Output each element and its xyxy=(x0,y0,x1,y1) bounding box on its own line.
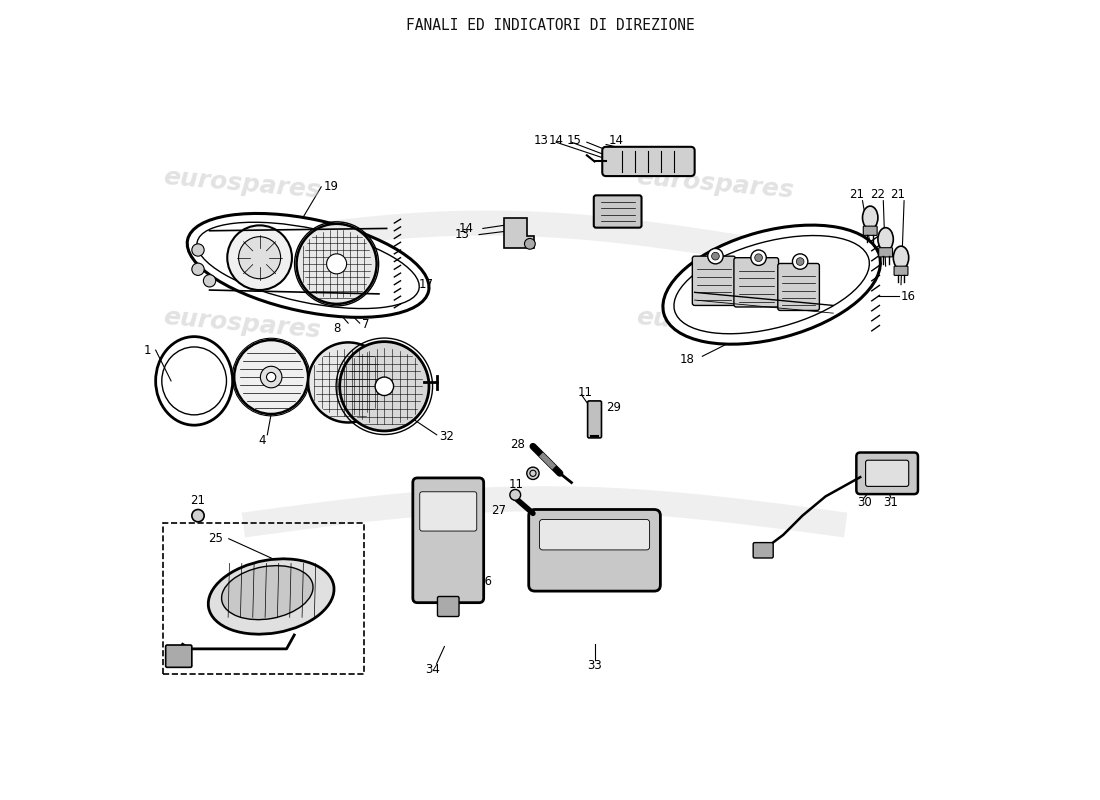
Circle shape xyxy=(234,340,308,414)
Circle shape xyxy=(308,342,388,422)
Text: 25: 25 xyxy=(208,532,222,546)
Circle shape xyxy=(796,258,804,266)
FancyBboxPatch shape xyxy=(539,519,650,550)
FancyBboxPatch shape xyxy=(529,510,660,591)
Text: 11: 11 xyxy=(578,386,593,399)
FancyBboxPatch shape xyxy=(412,478,484,602)
Text: 21: 21 xyxy=(190,494,206,506)
Text: eurospares: eurospares xyxy=(635,165,795,203)
Circle shape xyxy=(527,467,539,479)
Circle shape xyxy=(191,263,205,275)
Circle shape xyxy=(261,366,282,388)
Text: 11: 11 xyxy=(508,478,524,491)
FancyBboxPatch shape xyxy=(778,263,820,310)
FancyBboxPatch shape xyxy=(866,460,909,486)
FancyBboxPatch shape xyxy=(894,266,908,275)
FancyBboxPatch shape xyxy=(754,542,773,558)
Circle shape xyxy=(191,510,205,522)
Circle shape xyxy=(509,490,520,500)
Text: 22: 22 xyxy=(870,188,884,201)
Text: 18: 18 xyxy=(680,353,695,366)
Text: 14: 14 xyxy=(608,134,624,147)
FancyBboxPatch shape xyxy=(420,492,476,531)
Circle shape xyxy=(792,254,807,270)
Text: 14: 14 xyxy=(549,134,563,147)
Ellipse shape xyxy=(663,225,880,344)
Circle shape xyxy=(327,254,346,274)
Text: 4: 4 xyxy=(258,434,266,447)
Ellipse shape xyxy=(208,559,334,634)
Text: 21: 21 xyxy=(890,188,905,201)
Circle shape xyxy=(340,342,429,431)
Text: 27: 27 xyxy=(491,504,506,517)
FancyBboxPatch shape xyxy=(879,248,892,257)
Text: 8: 8 xyxy=(333,322,340,335)
Circle shape xyxy=(525,238,536,250)
Ellipse shape xyxy=(187,214,429,318)
Text: 1: 1 xyxy=(144,344,152,357)
Circle shape xyxy=(755,254,762,262)
FancyBboxPatch shape xyxy=(594,195,641,228)
Text: 30: 30 xyxy=(857,496,871,509)
Text: 14: 14 xyxy=(459,222,474,235)
Text: 17: 17 xyxy=(419,278,435,291)
Circle shape xyxy=(266,373,276,382)
Text: eurospares: eurospares xyxy=(635,305,795,343)
Circle shape xyxy=(204,274,216,287)
Ellipse shape xyxy=(862,206,878,230)
Circle shape xyxy=(228,226,292,290)
Text: 13: 13 xyxy=(455,228,470,241)
Ellipse shape xyxy=(893,246,909,270)
Text: 33: 33 xyxy=(587,659,602,672)
FancyBboxPatch shape xyxy=(692,256,736,306)
Text: 13: 13 xyxy=(534,134,548,147)
Circle shape xyxy=(375,377,394,395)
Text: eurospares: eurospares xyxy=(162,165,322,203)
Text: 34: 34 xyxy=(426,663,440,676)
Text: 15: 15 xyxy=(566,134,582,147)
Text: 19: 19 xyxy=(323,180,339,194)
Circle shape xyxy=(707,249,723,264)
FancyBboxPatch shape xyxy=(856,453,917,494)
Text: 7: 7 xyxy=(362,318,370,331)
Circle shape xyxy=(297,224,376,304)
Text: 21: 21 xyxy=(849,188,864,201)
Ellipse shape xyxy=(221,566,314,620)
FancyBboxPatch shape xyxy=(438,597,459,617)
Polygon shape xyxy=(504,218,535,249)
Text: 16: 16 xyxy=(901,290,916,302)
FancyBboxPatch shape xyxy=(864,226,877,235)
Text: 26: 26 xyxy=(476,574,492,587)
Text: 29: 29 xyxy=(606,402,621,414)
FancyBboxPatch shape xyxy=(166,645,191,667)
FancyBboxPatch shape xyxy=(603,147,695,176)
Text: FANALI ED INDICATORI DI DIREZIONE: FANALI ED INDICATORI DI DIREZIONE xyxy=(406,18,694,33)
Text: eurospares: eurospares xyxy=(162,305,322,343)
Circle shape xyxy=(751,250,767,266)
Text: 31: 31 xyxy=(883,496,899,509)
FancyBboxPatch shape xyxy=(587,401,602,438)
FancyBboxPatch shape xyxy=(734,258,779,307)
Text: 28: 28 xyxy=(510,438,526,450)
Text: 32: 32 xyxy=(439,430,454,443)
Circle shape xyxy=(239,237,280,278)
Circle shape xyxy=(712,252,719,260)
Circle shape xyxy=(191,244,205,256)
Ellipse shape xyxy=(878,228,893,250)
